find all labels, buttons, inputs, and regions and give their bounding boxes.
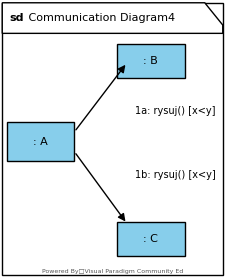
Text: Communication Diagram4: Communication Diagram4 — [25, 13, 175, 23]
FancyBboxPatch shape — [2, 3, 223, 275]
Text: sd: sd — [9, 13, 23, 23]
FancyBboxPatch shape — [117, 222, 184, 256]
Text: : A: : A — [33, 137, 48, 147]
Text: 1b: rysuj() [x<y]: 1b: rysuj() [x<y] — [135, 170, 216, 180]
Text: : B: : B — [143, 56, 158, 66]
Text: : C: : C — [143, 234, 158, 244]
FancyBboxPatch shape — [7, 122, 74, 161]
Text: 1a: rysuj() [x<y]: 1a: rysuj() [x<y] — [135, 106, 216, 116]
Text: Powered By□Visual Paradigm Community Ed: Powered By□Visual Paradigm Community Ed — [42, 269, 183, 274]
Polygon shape — [2, 3, 223, 33]
FancyBboxPatch shape — [117, 44, 184, 78]
